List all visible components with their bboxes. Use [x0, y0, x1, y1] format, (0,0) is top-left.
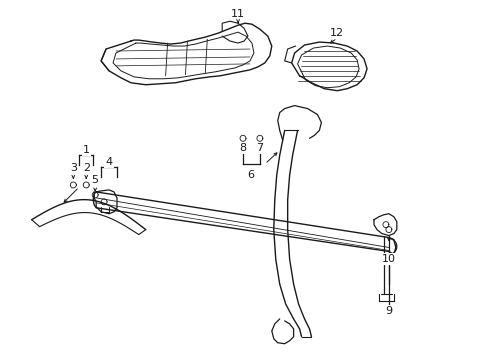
Text: 10: 10	[381, 255, 395, 264]
Text: 3: 3	[70, 163, 77, 173]
Text: 8: 8	[239, 143, 246, 153]
Text: 11: 11	[230, 9, 244, 19]
Text: 5: 5	[91, 175, 99, 185]
Text: 12: 12	[329, 28, 344, 38]
Text: 1: 1	[82, 145, 89, 155]
Text: 4: 4	[105, 157, 112, 167]
Text: 7: 7	[256, 143, 263, 153]
Text: 6: 6	[247, 170, 254, 180]
Text: 9: 9	[385, 306, 392, 316]
Text: 2: 2	[82, 163, 90, 173]
